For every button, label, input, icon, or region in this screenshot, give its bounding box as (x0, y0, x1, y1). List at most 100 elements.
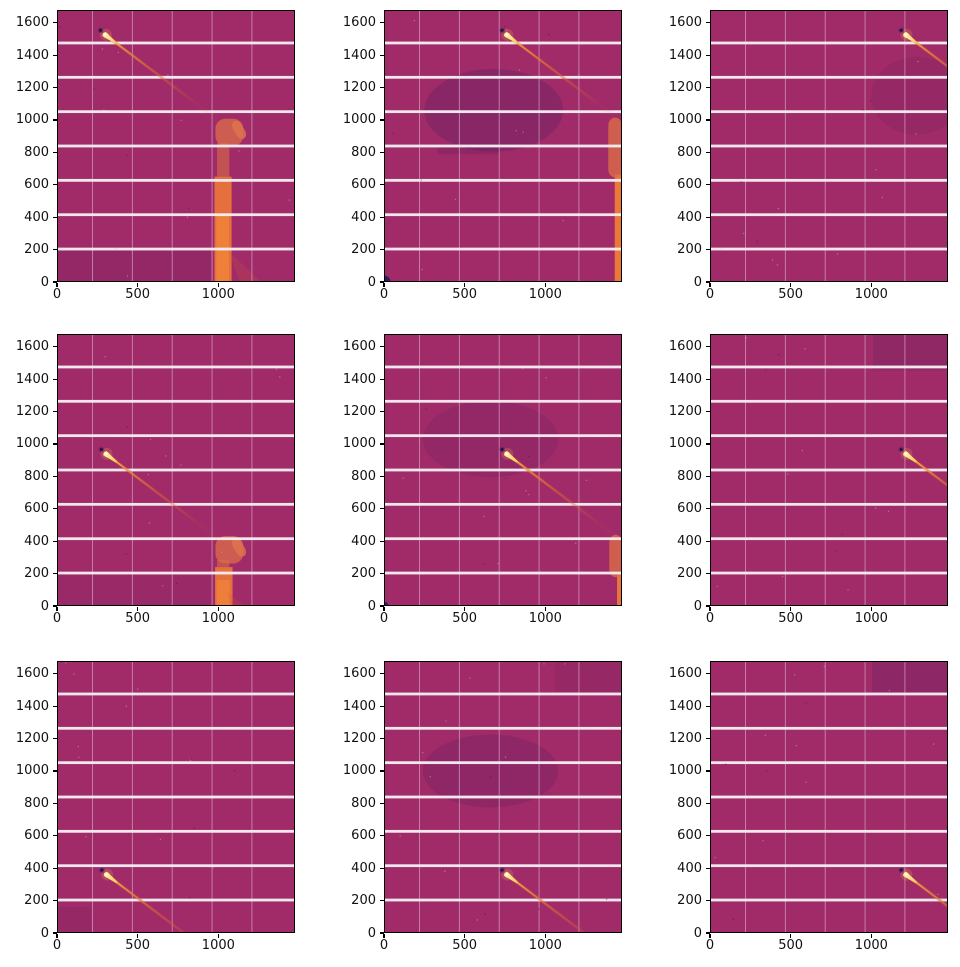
corner-dark-spot (384, 601, 389, 606)
diffraction-streak (902, 450, 948, 549)
subplot-r3c3: 0 200 400 600 800 1000 1200 1400 1600 0 500 1000 (669, 661, 948, 953)
x-tick-mark (790, 606, 792, 611)
y-tick-mark (53, 475, 57, 477)
detector-image (57, 661, 295, 933)
y-tick-mark (706, 475, 710, 477)
y-tick-label: 800 (24, 795, 49, 811)
artifact-shape (217, 559, 230, 569)
module-gap-stripe (710, 213, 948, 217)
y-tick-label: 800 (677, 795, 702, 811)
module-gap-stripe (57, 726, 295, 730)
y-tick-mark (706, 86, 710, 89)
diffraction-streak (102, 31, 230, 130)
y-tick-mark (706, 184, 710, 186)
y-tick-mark (380, 22, 384, 24)
y-tick-label: 1000 (668, 112, 702, 128)
x-tick-mark (870, 282, 872, 287)
subplot-r1c3: 0 200 400 600 800 1000 1200 1400 1600 0 500 1000 (669, 10, 948, 302)
y-tick-mark (53, 86, 57, 89)
y-tick-label: 800 (351, 144, 376, 160)
y-tick-label: 1600 (342, 339, 376, 355)
y-tick-mark (380, 184, 384, 186)
x-tick-label: 0 (379, 287, 389, 302)
y-tick-label: 1600 (668, 339, 702, 355)
module-gap-stripe (57, 898, 295, 902)
y-tick-label: 800 (24, 468, 49, 484)
axes-spines (384, 661, 622, 933)
shade-patch (57, 571, 212, 606)
axes-spines (384, 10, 622, 282)
module-gap-stripe (710, 502, 948, 506)
y-tick-label: 0 (693, 598, 702, 614)
y-tick-mark (53, 184, 57, 186)
y-tick-mark (53, 737, 57, 740)
beam-dot (99, 448, 103, 452)
y-tick-mark (380, 899, 384, 902)
y-tick-label: 400 (351, 533, 376, 549)
y-tick-mark (706, 540, 710, 542)
y-tick-label: 0 (367, 925, 376, 941)
detector-image (710, 661, 948, 933)
y-tick-mark (706, 605, 710, 607)
x-tick-label: 0 (52, 611, 62, 626)
y-tick-label: 1400 (15, 698, 49, 714)
y-tick-mark (380, 151, 384, 153)
y-tick-mark (53, 54, 57, 56)
diffraction-streak (902, 871, 948, 933)
y-tick-mark (706, 899, 710, 902)
module-gap-stripe (710, 726, 948, 730)
y-tick-mark (380, 835, 384, 837)
y-tick-mark (380, 540, 384, 542)
module-gap-stripe (384, 692, 622, 696)
y-tick-mark (53, 540, 57, 542)
y-tick-mark (53, 151, 57, 153)
x-tick-label: 0 (705, 938, 715, 953)
subplot-r3c2: 0 200 400 600 800 1000 1200 1400 1600 0 500 1000 (343, 661, 622, 953)
module-gap-stripe (57, 213, 295, 217)
y-tick-label: 1400 (342, 371, 376, 387)
y-tick-mark (53, 770, 57, 772)
module-gap-stripe (384, 898, 622, 902)
module-gap-stripe (57, 468, 295, 472)
module-gap-stripe (384, 365, 622, 369)
y-tick-mark (706, 119, 710, 121)
y-tick-label: 200 (351, 242, 376, 258)
y-tick-label: 600 (351, 501, 376, 517)
shade-patch (555, 661, 622, 692)
x-tick-mark (544, 606, 546, 611)
artifact-shape (609, 534, 622, 578)
y-tick-label: 1000 (15, 112, 49, 128)
beam-dot (99, 28, 103, 32)
y-tick-mark (380, 410, 384, 413)
module-gap-stripe (384, 795, 622, 799)
y-tick-label: 1000 (15, 763, 49, 779)
x-tick-label: 0 (52, 287, 62, 302)
detector-image (710, 10, 948, 282)
y-tick-label: 1400 (15, 47, 49, 63)
x-tick-mark (383, 282, 385, 287)
y-tick-label: 400 (351, 209, 376, 225)
y-tick-mark (706, 54, 710, 56)
module-gap-stripe (384, 571, 622, 575)
y-tick-mark (53, 410, 57, 413)
y-tick-label: 400 (24, 533, 49, 549)
artifact-shape (217, 142, 230, 180)
x-tick-mark (709, 933, 711, 938)
x-tick-label: 0 (379, 938, 389, 953)
y-tick-label: 1000 (668, 436, 702, 452)
y-tick-label: 800 (24, 144, 49, 160)
detector-image (384, 661, 622, 933)
y-tick-label: 1200 (668, 80, 702, 96)
y-tick-label: 1600 (342, 666, 376, 682)
y-tick-label: 0 (367, 598, 376, 614)
x-tick-label: 500 (452, 611, 478, 626)
x-tick-label: 0 (705, 287, 715, 302)
y-tick-label: 1000 (15, 436, 49, 452)
y-tick-label: 1200 (342, 404, 376, 420)
module-gap-stripe (710, 75, 948, 79)
x-tick-mark (217, 282, 219, 287)
axes-spines (384, 334, 622, 606)
x-tick-label: 1000 (528, 938, 562, 953)
module-gap-stripe (710, 434, 948, 438)
